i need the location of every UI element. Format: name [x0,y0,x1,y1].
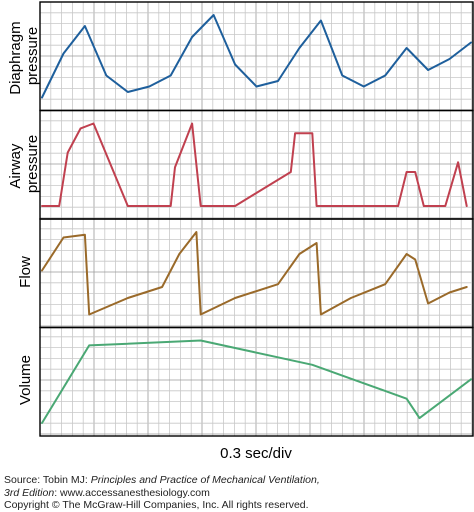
panels [39,1,474,437]
source-line-2: 3rd Edition: www.accessanesthesiology.co… [4,486,210,499]
source-line-1: Source: Tobin MJ: Principles and Practic… [4,474,320,486]
book-title: Principles and Practice of Mechanical Ve… [90,474,320,486]
copyright-line: Copyright © The McGraw-Hill Companies, I… [4,499,309,511]
ventilation-waveforms-figure: Diaphragm pressure Airway pressure Flow … [7,1,474,462]
ylabel-airway-pressure: Airway pressure [7,135,41,193]
source-credit: Source: Tobin MJ: Principles and Practic… [4,474,472,512]
series-line-flow [41,231,468,316]
series-line-airway-pressure [41,122,468,207]
traces [41,14,472,424]
panel-frame-volume [39,326,474,437]
edition: 3rd Edition [4,486,55,499]
series-line-volume [41,339,472,424]
ylabel-flow: Flow [17,256,34,288]
ylabel-volume: Volume [17,355,34,405]
ylabel-diaphragm-pressure: Diaphragm pressure [7,17,41,95]
series-line-diaphragm-pressure [41,14,472,99]
x-axis-label: 0.3 sec/div [220,445,292,462]
